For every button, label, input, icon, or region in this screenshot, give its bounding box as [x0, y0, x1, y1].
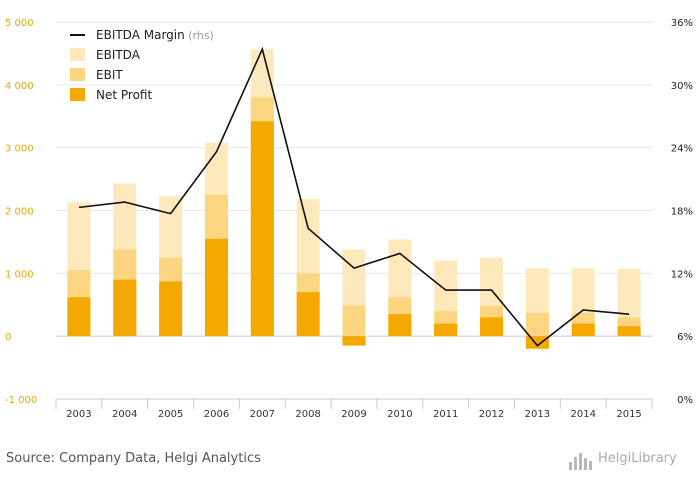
brand-logo-icon	[569, 453, 592, 470]
bar-net-profit	[434, 323, 458, 337]
x-tick-label: 2008	[295, 409, 320, 420]
bar-net-profit	[113, 279, 137, 337]
y-tick-left: 2 000	[5, 207, 34, 218]
y-tick-right: 24%	[671, 144, 693, 155]
y-tick-left: 4 000	[5, 81, 34, 92]
source-note: Source: Company Data, Helgi Analytics	[6, 451, 261, 466]
bar-net-profit	[342, 336, 366, 346]
y-tick-right: 30%	[671, 81, 693, 92]
y-tick-left: 5 000	[5, 18, 34, 29]
legend-label: EBITDA	[96, 48, 141, 62]
x-tick-label: 2011	[433, 409, 458, 420]
x-tick-label: 2006	[204, 409, 229, 420]
bar-ebit	[342, 305, 366, 337]
y-tick-right: 0%	[677, 395, 693, 406]
y-tick-left: -1 000	[5, 395, 37, 406]
chart-svg: 5 000 36% 4 000 30% 3 000 24% 2 000 18% 1 000 12%…	[5, 18, 693, 420]
x-tick-label: 2003	[66, 409, 91, 420]
bar-net-profit	[67, 297, 91, 337]
bar-ebit	[525, 312, 549, 337]
x-tick-label: 2004	[112, 409, 137, 420]
bar-net-profit	[250, 121, 274, 337]
y-tick-right: 6%	[677, 332, 693, 343]
legend-swatch	[70, 48, 85, 61]
bar-net-profit	[525, 336, 549, 349]
bar-net-profit	[159, 281, 183, 337]
x-tick-label: 2012	[479, 409, 504, 420]
x-tick-label: 2015	[616, 409, 641, 420]
legend-label: Net Profit	[96, 88, 152, 102]
y-tick-right: 36%	[671, 18, 693, 29]
y-tick-right: 12%	[671, 269, 693, 280]
bar-net-profit	[388, 314, 412, 337]
bar-net-profit	[617, 326, 641, 337]
legend-label-suffix: (rhs)	[185, 29, 214, 42]
bar-net-profit	[204, 238, 228, 337]
legend-label: EBITDA Margin (rhs)	[96, 28, 214, 42]
bar-net-profit	[480, 317, 504, 337]
y-tick-left: 3 000	[5, 144, 34, 155]
x-tick-label: 2009	[341, 409, 366, 420]
x-tick-label: 2014	[571, 409, 596, 420]
bar-net-profit	[571, 323, 595, 337]
x-tick-label: 2013	[525, 409, 550, 420]
x-tick-label: 2010	[387, 409, 412, 420]
line-ebitda-margin	[78, 46, 630, 347]
legend-swatch	[70, 68, 85, 81]
legend-swatch	[70, 88, 85, 101]
brand-name: HelgiLibrary	[598, 451, 677, 466]
y-tick-right: 18%	[671, 207, 693, 218]
x-tick-label: 2005	[158, 409, 183, 420]
y-tick-left: 0	[5, 332, 11, 343]
bar-net-profit	[296, 292, 320, 337]
y-tick-left: 1 000	[5, 269, 34, 280]
legend-label: EBIT	[96, 68, 123, 82]
x-tick-label: 2007	[250, 409, 275, 420]
